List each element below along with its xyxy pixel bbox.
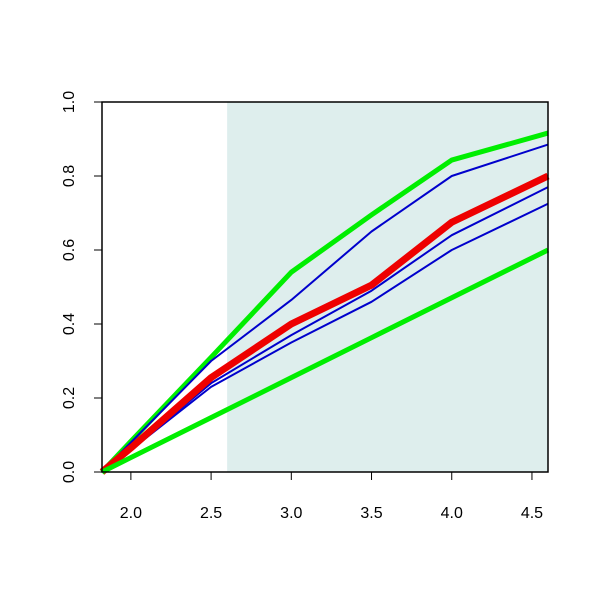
x-tick-label: 3.0 <box>280 505 302 522</box>
y-tick-label: 1.0 <box>61 91 78 113</box>
y-tick-label: 0.0 <box>61 461 78 483</box>
y-tick-label: 0.6 <box>61 239 78 261</box>
x-tick-label: 4.0 <box>441 505 463 522</box>
y-tick-label: 0.8 <box>61 165 78 187</box>
x-tick-label: 2.5 <box>200 505 222 522</box>
y-tick-label: 0.2 <box>61 387 78 409</box>
x-tick-label: 4.5 <box>521 505 543 522</box>
line <box>100 247 550 475</box>
x-tick-label: 2.0 <box>120 505 142 522</box>
x-tick-label: 3.5 <box>360 505 382 522</box>
line <box>99 172 550 475</box>
y-tick-label: 0.4 <box>61 313 78 335</box>
line <box>101 143 549 473</box>
plot-box <box>101 101 549 473</box>
